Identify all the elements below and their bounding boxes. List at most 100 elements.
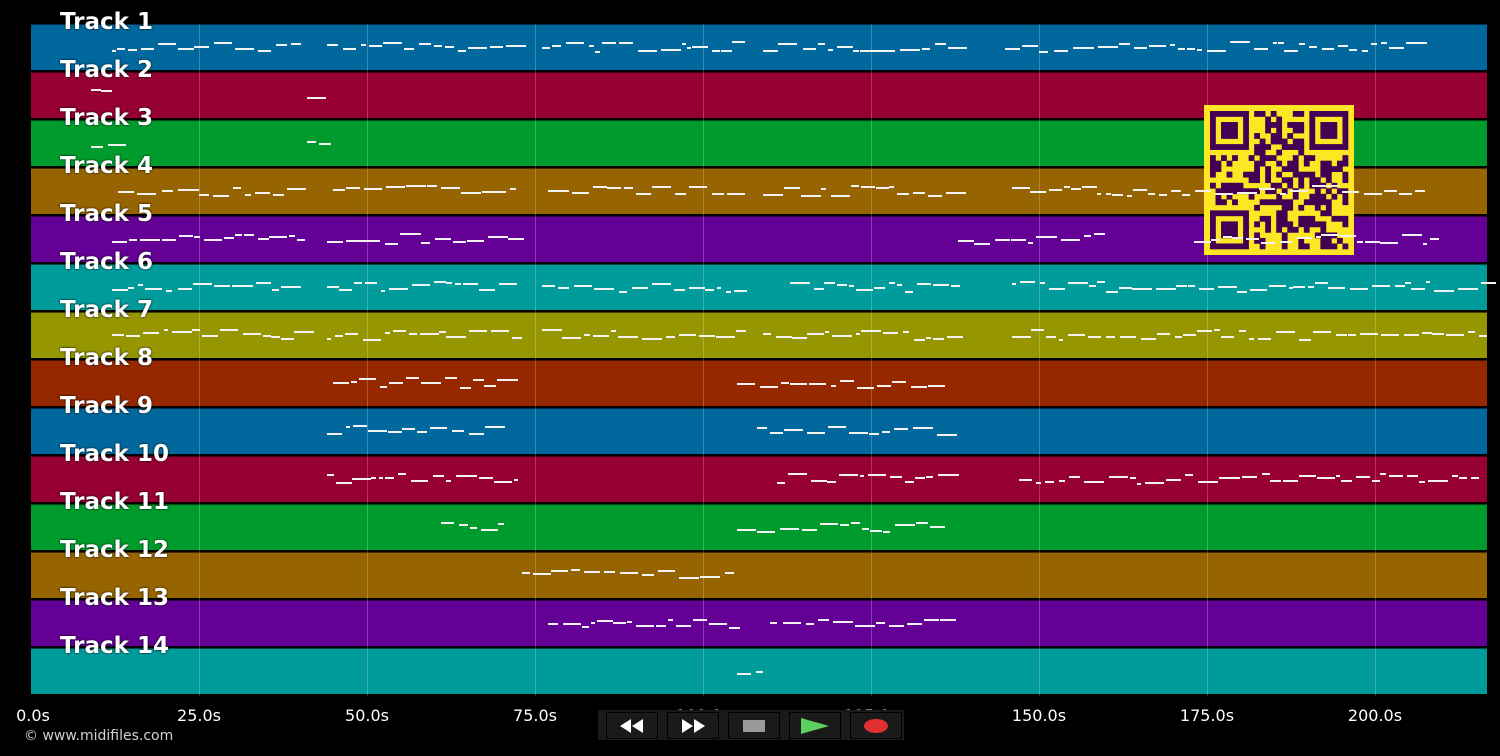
midi-note [839,524,849,526]
midi-note [1307,286,1315,288]
midi-note [763,194,783,196]
midi-note [899,49,920,51]
midi-note [1262,473,1271,475]
midi-note [1418,481,1426,483]
midi-note [1406,42,1428,44]
midi-note [213,285,230,287]
midi-note [667,619,674,621]
midi-note [776,482,786,484]
midi-note [439,331,447,333]
stop-button[interactable] [728,712,780,739]
midi-note [869,433,880,435]
midi-note [736,673,752,675]
midi-note [444,46,455,48]
midi-note [494,481,512,483]
track-lane[interactable] [31,312,1487,358]
midi-note [916,522,929,524]
rewind-button[interactable] [606,712,658,739]
midi-note [1112,194,1124,196]
midi-note [1394,285,1406,287]
track-lane[interactable] [31,360,1487,406]
midi-note [1359,333,1379,335]
midi-note [1196,49,1203,51]
midi-note [454,283,461,285]
midi-note [734,290,748,292]
midi-note [177,288,193,290]
midi-note [1431,333,1445,335]
midi-note [593,288,615,290]
midi-note [1229,41,1250,43]
track-lane[interactable] [31,264,1487,310]
midi-note [111,50,116,52]
midi-note [1238,330,1247,332]
midi-note [932,284,949,286]
midi-note [861,186,875,188]
midi-note [562,337,581,339]
midi-note [1133,47,1147,49]
midi-note [877,385,892,387]
midi-note [1083,235,1092,237]
track-lane[interactable] [31,552,1487,598]
midi-note [1036,236,1057,238]
midi-note [618,42,633,44]
midi-note [269,236,288,238]
midi-note [1331,185,1339,187]
midi-note [484,385,496,387]
midi-note [233,187,241,189]
track-label: Track 8 [60,345,153,371]
midi-note [911,386,927,388]
midi-note [837,46,854,48]
midi-note [435,238,452,240]
midi-note [896,193,909,195]
midi-note [140,239,161,241]
midi-note [108,144,126,146]
midi-note [1067,282,1088,284]
track-lane[interactable] [31,504,1487,550]
midi-note [875,622,885,624]
midi-note [1481,282,1496,284]
midi-note [1222,236,1232,238]
midi-note [548,623,558,625]
track-lane[interactable] [31,24,1487,70]
fast-forward-button[interactable] [667,712,719,739]
midi-note [1459,477,1467,479]
midi-note [458,524,468,526]
midi-note [507,238,525,240]
midi-note [763,50,779,52]
midi-note [827,426,847,428]
midi-note [1403,334,1419,336]
tick-label: 75.0s [513,706,557,725]
midi-note [1347,334,1356,336]
midi-note [826,481,837,483]
midi-note [889,625,904,627]
midi-note [888,282,895,284]
midi-note [1478,335,1488,337]
track-label: Track 12 [60,537,169,563]
track-lane[interactable] [31,408,1487,454]
midi-note [179,235,193,237]
midi-note [1197,481,1219,483]
track-lane[interactable] [31,600,1487,646]
midi-note [676,625,692,627]
midi-note [389,288,409,290]
play-button[interactable] [789,712,841,739]
midi-note [1328,287,1346,289]
midi-note [484,426,505,428]
gridline [703,24,704,696]
midi-note [1258,338,1272,340]
midi-note [224,237,235,239]
midi-note [165,290,173,292]
record-button[interactable] [850,712,902,739]
play-icon [801,717,829,734]
track-lane[interactable] [31,456,1487,502]
midi-note [272,194,285,196]
midi-note [462,283,478,285]
midi-note [736,529,756,531]
midi-note [1422,243,1428,245]
midi-note [1069,476,1081,478]
midi-note [479,477,494,479]
midi-note [1039,282,1046,284]
midi-note [661,49,681,51]
midi-note [444,377,458,379]
midi-note [859,50,876,52]
